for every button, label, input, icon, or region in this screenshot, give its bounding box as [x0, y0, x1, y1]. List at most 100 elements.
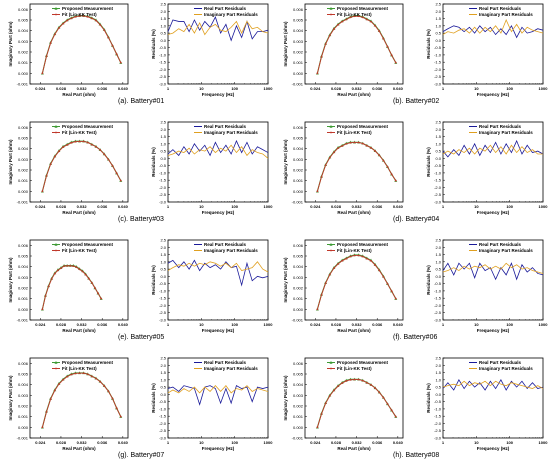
x-tick-label: 1000 — [539, 204, 549, 209]
y-tick-label: 0.004 — [293, 382, 304, 387]
y-tick-label: 0.001 — [18, 414, 29, 419]
y-tick-label: 0.5 — [435, 149, 441, 154]
fit-point — [374, 264, 377, 266]
measurement-line — [316, 15, 397, 74]
x-tick-label: 1 — [167, 322, 170, 327]
y-tick-label: -0.5 — [434, 281, 442, 286]
y-tick-label: 0.006 — [293, 243, 304, 248]
fit-point — [103, 153, 106, 156]
fit-point — [100, 297, 103, 300]
legend-label: Real Part Residuals — [479, 360, 522, 365]
y-tick-label: -1.5 — [434, 296, 442, 301]
x-tick-label: 100 — [506, 440, 513, 445]
legend-label: Fit (Lin-KK Test) — [337, 12, 372, 17]
legend-label: Real Part Residuals — [204, 360, 247, 365]
fit-point — [78, 268, 81, 271]
y-tick-label: -0.001 — [17, 436, 29, 441]
panel-residuals-battery08: 2.5 2.0 1.5 1.0 0.5 0.0 -0.5 -1.0 -1.5 -2.0 -2.5 -3… — [426, 356, 548, 452]
fit-point — [341, 382, 344, 384]
x-tick-label: 0.036 — [97, 204, 108, 209]
y-tick-label: 2.5 — [435, 356, 441, 361]
fit-point — [95, 377, 97, 380]
panel-residuals-battery04: 2.5 2.0 1.5 1.0 0.5 0.0 -0.5 -1.0 -1.5 -2.0 -2.5 -3… — [426, 120, 548, 216]
y-tick-label: 0.005 — [293, 136, 304, 141]
y-tick-label: 0.0 — [160, 156, 166, 161]
y-tick-label: 0.005 — [18, 372, 29, 377]
x-tick-label: 0.028 — [56, 322, 67, 327]
y-tick-label: -0.001 — [292, 82, 304, 87]
plot-frame — [304, 121, 404, 203]
fit-point — [357, 254, 360, 257]
y-tick-label: 1.5 — [435, 370, 441, 375]
fit-point — [394, 297, 397, 300]
legend-label: Imaginary Part Residuals — [204, 12, 258, 17]
fit-point — [90, 143, 93, 146]
x-tick-label: 0.036 — [372, 440, 383, 445]
y-tick-label: 0.0 — [435, 156, 441, 161]
fit-point — [41, 72, 44, 75]
y-tick-label: -0.5 — [159, 399, 167, 404]
y-tick-label: -2.0 — [434, 185, 442, 190]
fit-point — [341, 259, 344, 262]
fit-point — [332, 151, 335, 154]
fit-point — [45, 410, 48, 413]
x-tick-label: 0.028 — [331, 204, 342, 209]
fit-point — [49, 42, 52, 44]
y-tick-label: -0.5 — [434, 163, 442, 168]
x-tick-label: 1 — [167, 86, 170, 91]
imag-residual-line — [167, 144, 269, 159]
real-residual-line — [167, 385, 269, 406]
y-tick-label: -2.5 — [159, 428, 167, 433]
measurement-line — [41, 265, 102, 310]
y-tick-label: 0.002 — [293, 404, 304, 409]
y-tick-label: 0.0 — [160, 274, 166, 279]
x-tick-label: 0.040 — [118, 440, 129, 445]
fit-point — [107, 158, 110, 161]
y-axis-label: Residuals (%) — [151, 265, 156, 295]
fit-point — [353, 254, 356, 257]
x-axis-label: Real Part (ohm) — [62, 210, 96, 215]
y-tick-label: 1.0 — [160, 141, 166, 146]
y-tick-label: 1.5 — [435, 134, 441, 139]
fit-point — [361, 255, 364, 258]
x-tick-label: 0.036 — [372, 86, 383, 91]
x-axis-label: Real Part (ohm) — [337, 92, 371, 97]
fit-point — [70, 17, 73, 20]
y-tick-label: 0.001 — [18, 296, 29, 301]
y-tick-label: -3.0 — [159, 82, 167, 87]
legend-label: Imaginary Part Residuals — [479, 366, 533, 371]
y-tick-label: 0.003 — [18, 39, 29, 44]
fit-point — [82, 15, 85, 17]
x-tick-label: 10 — [199, 204, 204, 209]
fit-point — [324, 402, 327, 405]
fit-point — [361, 16, 364, 19]
y-tick-label: -1.0 — [159, 52, 167, 57]
x-tick-label: 0.036 — [97, 322, 108, 327]
x-tick-label: 100 — [231, 86, 238, 91]
fit-point — [332, 267, 335, 270]
x-tick-label: 0.028 — [331, 322, 342, 327]
panel-caption: (b). Battery#02 — [393, 98, 439, 105]
y-tick-label: 0.000 — [293, 71, 304, 76]
fit-point — [70, 141, 73, 144]
y-tick-label: 0.003 — [18, 275, 29, 280]
fit-point — [66, 264, 69, 267]
y-tick-label: 0.006 — [293, 125, 304, 130]
y-tick-label: 0.006 — [293, 361, 304, 366]
fit-point — [84, 273, 87, 276]
panel-residuals-battery07: 2.5 2.0 1.5 1.0 0.5 0.0 -0.5 -1.0 -1.5 -2.0 -2.5 -3… — [151, 356, 273, 452]
y-tick-label: -0.5 — [159, 163, 167, 168]
y-tick-label: 2.0 — [435, 245, 441, 250]
fit-point — [337, 147, 339, 150]
real-residual-line — [442, 378, 544, 391]
y-tick-label: 2.0 — [160, 127, 166, 132]
x-tick-label: 1000 — [539, 440, 549, 445]
x-tick-label: 0.032 — [77, 322, 88, 327]
y-tick-label: 2.0 — [160, 363, 166, 368]
fit-point — [90, 281, 93, 284]
y-axis-label: Imaginary Part (ohm) — [8, 139, 13, 185]
imag-residual-line — [167, 20, 269, 36]
y-tick-label: 2.0 — [160, 9, 166, 14]
panel-caption: (c). Battery#03 — [118, 216, 164, 223]
fit-point — [365, 18, 368, 21]
